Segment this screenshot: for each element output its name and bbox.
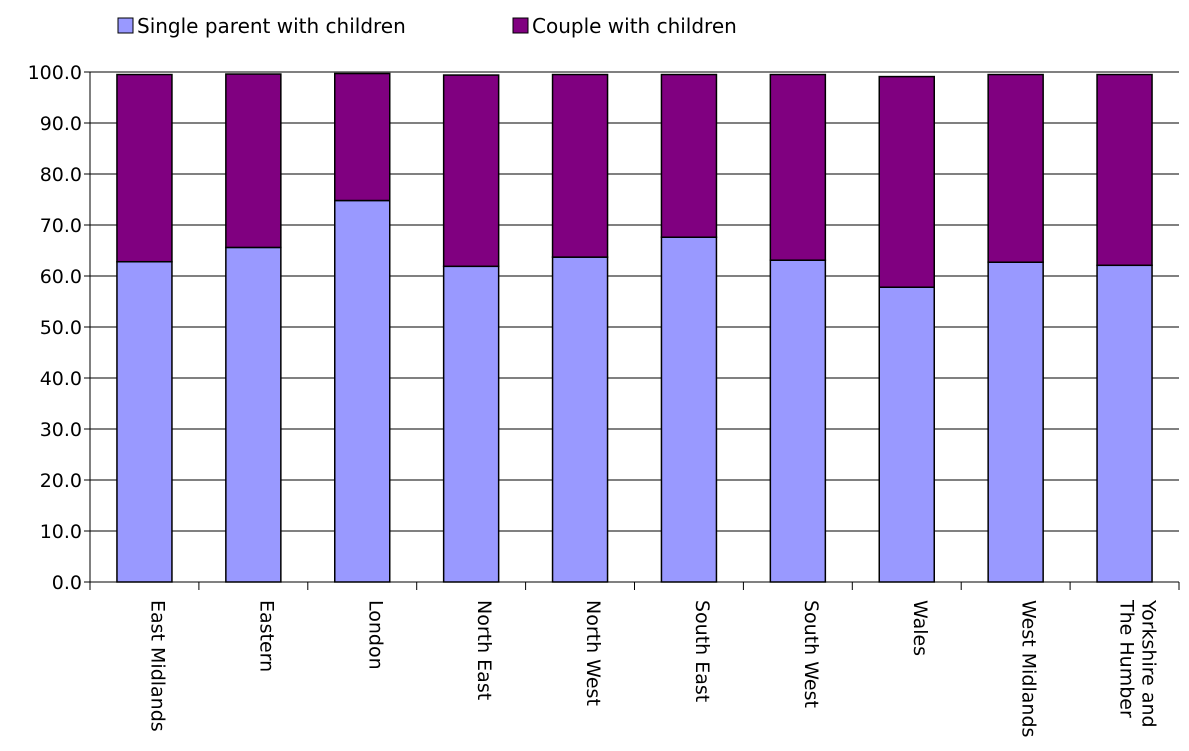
y-tick-label: 60.0	[40, 266, 82, 288]
x-category-label: Wales	[909, 600, 931, 656]
bar-couple	[769, 73, 827, 261]
y-tick-label: 90.0	[40, 113, 82, 135]
x-axis-labels: East Midlands Eastern London North East Nort…	[146, 599, 1159, 737]
x-category-label: West Midlands	[1018, 600, 1040, 737]
y-tick-label: 50.0	[40, 317, 82, 339]
x-category-label: The Humber	[1116, 599, 1138, 718]
x-category-label: Eastern	[255, 600, 277, 672]
bar-couple	[334, 72, 391, 202]
y-tick-label: 40.0	[40, 368, 82, 390]
bar-single-parent	[769, 259, 827, 583]
y-tick-label: 10.0	[40, 521, 82, 543]
bar-couple	[660, 73, 718, 238]
x-category-label: South West	[800, 600, 822, 708]
bars	[116, 72, 1153, 583]
y-axis-ticks: 0.0 10.0 20.0 30.0 40.0 50.0 60.0 70.0 80.0 90.0 1…	[28, 62, 90, 594]
y-tick-label: 100.0	[28, 62, 82, 84]
y-tick-label: 70.0	[40, 215, 82, 237]
bar-single-parent	[334, 199, 391, 583]
bar-single-parent	[116, 260, 173, 583]
legend: Single parent with children Couple with c…	[117, 14, 737, 38]
bar-couple	[442, 74, 500, 268]
bar-single-parent	[225, 246, 282, 583]
legend-label: Couple with children	[532, 14, 737, 38]
x-category-label: North East	[473, 600, 495, 700]
legend-label: Single parent with children	[137, 14, 406, 38]
bar-couple	[551, 73, 609, 258]
bar-single-parent	[551, 256, 609, 583]
y-tick-label: 30.0	[40, 419, 82, 441]
x-category-label: East Midlands	[146, 600, 168, 732]
y-tick-label: 80.0	[40, 164, 82, 186]
x-category-label: South East	[691, 600, 713, 702]
legend-swatch	[512, 17, 529, 34]
bar-couple	[987, 73, 1044, 263]
bar-couple	[116, 73, 173, 263]
y-tick-label: 20.0	[40, 470, 82, 492]
x-category-label: London	[364, 600, 386, 670]
bar-couple	[878, 75, 935, 288]
bar-single-parent	[660, 236, 718, 583]
x-category-label: Yorkshire and	[1138, 599, 1160, 728]
bar-single-parent	[987, 261, 1044, 583]
bar-single-parent	[878, 286, 935, 583]
x-category-label: North West	[582, 600, 604, 706]
bar-single-parent	[1096, 264, 1153, 583]
bar-couple	[1096, 73, 1153, 267]
bar-single-parent	[442, 265, 500, 583]
y-tick-label: 0.0	[52, 572, 82, 594]
legend-swatch	[117, 17, 134, 34]
axes	[89, 72, 1180, 590]
bar-couple	[225, 73, 282, 249]
